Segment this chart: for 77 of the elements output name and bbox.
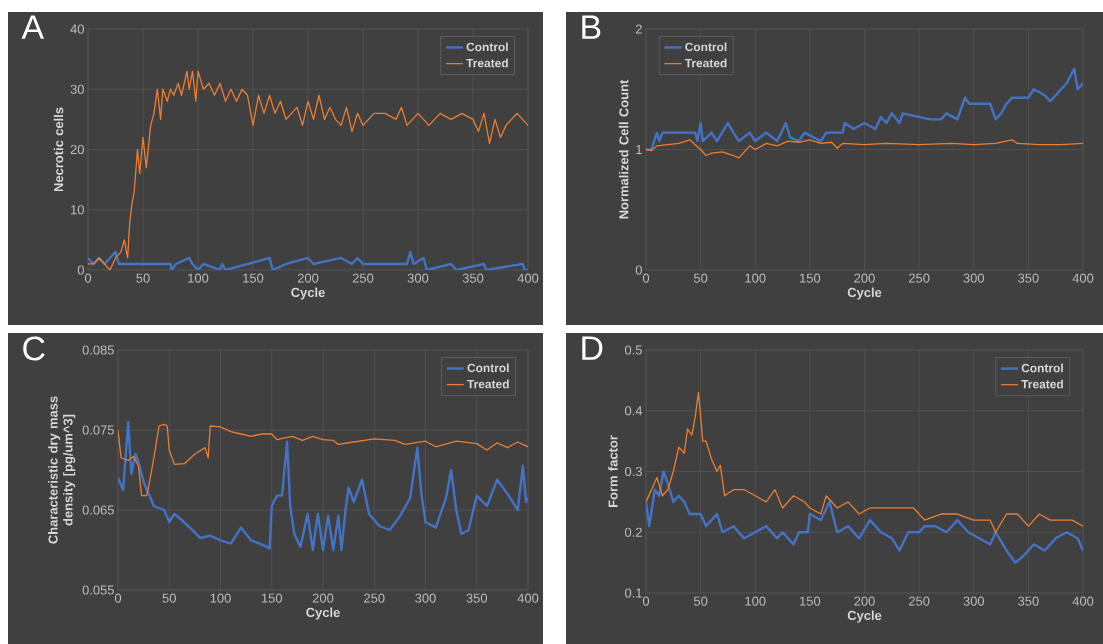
y-tick-label: 0.065	[82, 505, 114, 515]
chart-title: C	[23, 336, 45, 361]
x-axis-title: Cycle	[291, 287, 325, 300]
chart-title: D	[582, 336, 603, 360]
y-tick-label: 0.1	[624, 588, 642, 598]
x-tick-label: 200	[854, 273, 875, 283]
legend-label: Control	[1021, 363, 1063, 373]
x-axis-title: Cycle	[847, 287, 882, 300]
x-tick-label: 400	[517, 593, 539, 603]
x-tick-label: 350	[1018, 596, 1039, 606]
y-axis-title: Normalized Cell Count	[618, 79, 629, 219]
legend-label: Treated	[1021, 379, 1063, 389]
chart-title: B	[582, 15, 601, 39]
y-tick-label: 20	[70, 144, 84, 155]
x-tick-label: 200	[312, 593, 334, 603]
y-tick-label: 1	[636, 145, 642, 154]
x-tick-label: 150	[800, 273, 821, 283]
x-tick-label: 50	[136, 273, 150, 283]
x-tick-label: 100	[745, 273, 766, 283]
x-tick-label: 400	[517, 273, 539, 283]
x-tick-label: 300	[963, 273, 985, 283]
legend-label: Treated	[466, 58, 508, 68]
y-tick-label: 0.055	[82, 585, 114, 595]
y-axis-title: Characteristic dry mass density [pg/um^3]	[48, 396, 76, 544]
x-tick-label: 400	[1072, 273, 1094, 283]
line-series	[646, 67, 1084, 151]
legend-label: Control	[467, 363, 509, 373]
x-tick-label: 50	[693, 596, 708, 606]
x-tick-label: 150	[243, 273, 264, 283]
x-tick-label: 0	[642, 273, 650, 283]
x-tick-label: 350	[1018, 273, 1039, 283]
x-tick-label: 300	[407, 273, 429, 283]
x-tick-label: 100	[745, 596, 766, 606]
x-tick-label: 150	[261, 593, 283, 603]
x-tick-label: 200	[854, 596, 875, 606]
x-tick-label: 200	[297, 273, 319, 283]
line-series	[88, 250, 528, 270]
x-tick-label: 250	[908, 596, 930, 606]
legend-label: Control	[685, 42, 727, 52]
line-series	[88, 70, 528, 270]
x-tick-label: 50	[693, 273, 708, 283]
x-tick-label: 0	[114, 593, 122, 603]
x-tick-label: 100	[210, 593, 231, 603]
x-tick-label: 0	[642, 596, 650, 606]
x-axis-title: Cycle	[306, 607, 340, 620]
x-tick-label: 100	[188, 273, 209, 283]
x-tick-label: 400	[1072, 596, 1094, 606]
y-tick-label: 0.3	[624, 466, 642, 477]
x-tick-label: 250	[352, 273, 374, 283]
legend-label: Treated	[467, 379, 509, 389]
y-tick-label: 0	[77, 265, 84, 275]
x-tick-label: 350	[466, 593, 488, 603]
x-tick-label: 350	[462, 273, 484, 283]
x-tick-label: 150	[800, 596, 821, 606]
y-tick-label: 0	[635, 265, 642, 275]
line-series	[646, 139, 1084, 159]
y-tick-label: 0.075	[82, 425, 114, 435]
y-tick-label: 40	[70, 24, 84, 34]
y-tick-label: 10	[71, 205, 84, 215]
y-tick-label: 0.085	[82, 345, 114, 355]
y-tick-label: 2	[635, 24, 642, 34]
x-tick-label: 250	[364, 593, 385, 603]
x-tick-label: 300	[415, 593, 436, 603]
y-tick-label: 0.5	[624, 345, 642, 355]
y-tick-label: 0.2	[624, 527, 642, 537]
y-axis-title: Necrotic cells	[53, 107, 64, 192]
legend-label: Control	[466, 42, 508, 52]
legend-label: Treated	[684, 58, 727, 68]
x-axis-title: Cycle	[847, 610, 882, 623]
chart-title: A	[21, 15, 45, 39]
y-tick-label: 0.4	[624, 406, 643, 416]
x-tick-label: 300	[963, 596, 985, 606]
x-tick-label: 250	[908, 273, 930, 283]
x-tick-label: 50	[162, 593, 176, 603]
y-axis-title: Form factor	[608, 435, 618, 507]
line-series	[118, 423, 528, 497]
y-tick-label: 30	[70, 84, 84, 94]
